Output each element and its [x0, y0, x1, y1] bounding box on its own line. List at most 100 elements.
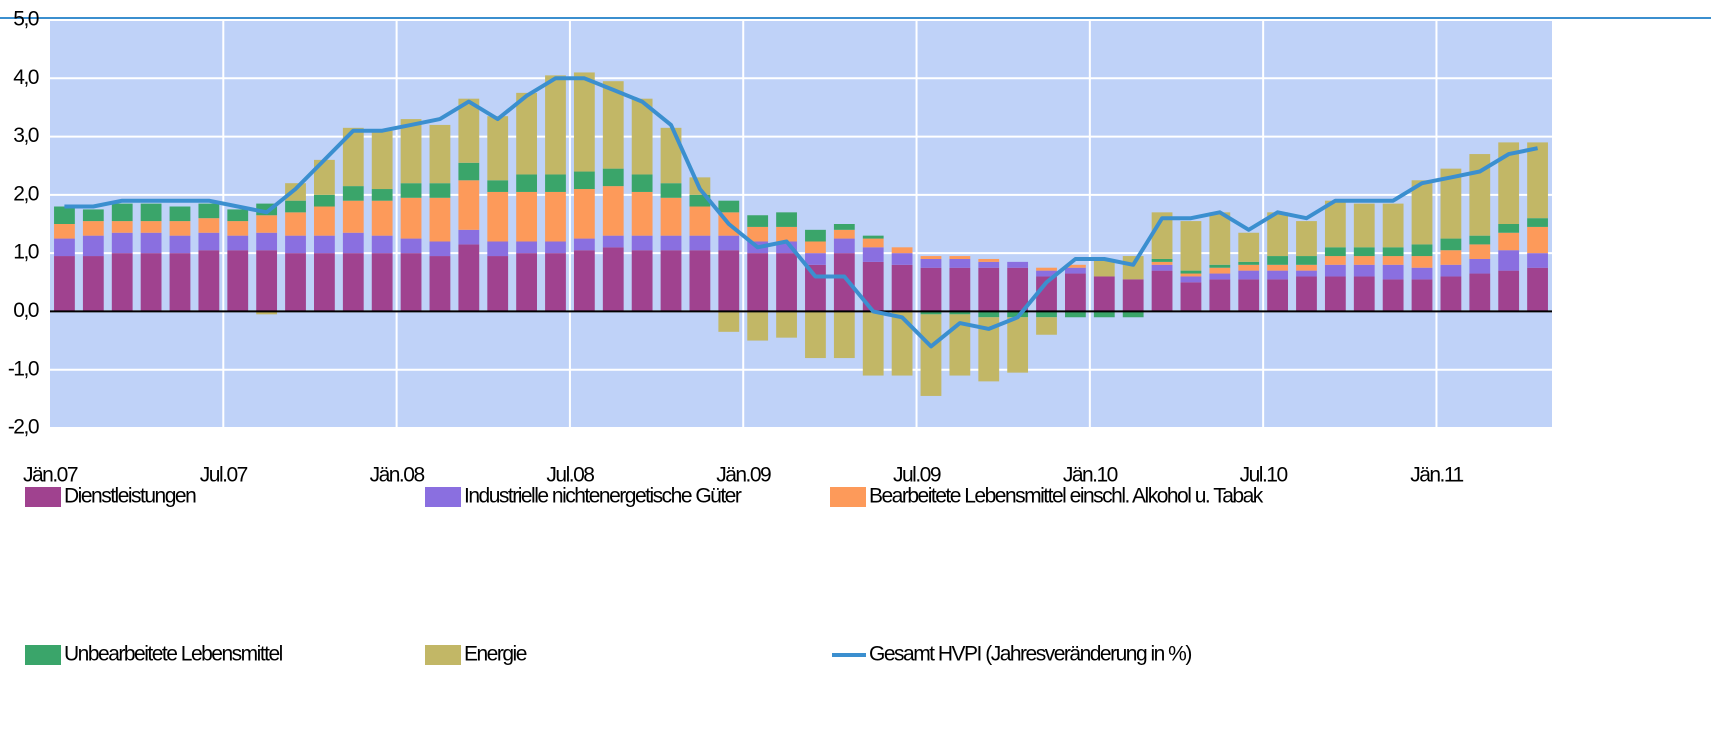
bar-segment [718, 311, 740, 332]
bar-segment [1296, 256, 1317, 265]
bar-segment [1411, 267, 1433, 280]
x-tick-label: Jul.09 [893, 464, 941, 487]
bar-segment [862, 235, 884, 239]
bar-segment [1209, 264, 1231, 268]
bar-segment [833, 238, 855, 254]
bar-segment [516, 241, 537, 254]
bar-segment [805, 241, 826, 254]
bar-segment [1440, 168, 1462, 239]
bar-segment [1007, 267, 1029, 312]
bar-segment [1122, 256, 1144, 280]
bar-segment [516, 253, 537, 312]
bar-segment [718, 235, 740, 251]
bar-segment [776, 212, 797, 227]
bar-segment [1469, 273, 1491, 312]
bar-segment [1353, 203, 1375, 248]
bar-segment [920, 314, 942, 396]
bar-segment [1209, 273, 1231, 280]
bar-segment [198, 218, 220, 233]
bar-segment [400, 253, 422, 312]
bar-segment [1324, 256, 1346, 265]
bar-segment [1440, 238, 1462, 251]
y-tick-label: 0,0 [13, 299, 39, 322]
bar-segment [631, 174, 653, 192]
bar-segment [747, 311, 769, 341]
bar-segment [1411, 180, 1433, 245]
bar-segment [949, 267, 971, 312]
legend-label: Industrielle nichtenergetische Güter [464, 485, 742, 508]
legend-label: Energie [464, 643, 527, 666]
bar-segment [314, 206, 335, 236]
bar-segment [545, 174, 566, 192]
bar-segment [429, 241, 451, 257]
bar-segment [1065, 273, 1086, 312]
bar-segment [1440, 264, 1462, 277]
bar-segment [805, 311, 826, 359]
y-tick-label: 4,0 [13, 66, 39, 89]
bar-segment [805, 264, 826, 312]
y-tick-label: 3,0 [13, 124, 39, 147]
bar-segment [285, 183, 306, 201]
bar-segment [1007, 261, 1029, 268]
bar-segment [400, 183, 422, 198]
bar-segment [1527, 253, 1548, 268]
bar-segment [285, 200, 306, 213]
bar-segment [718, 200, 740, 213]
bar-segment [573, 250, 595, 312]
bar-segment [1324, 200, 1346, 248]
bar-segment [371, 189, 393, 201]
bar-segment [833, 253, 855, 312]
bar-segment [718, 250, 740, 312]
bar-segment [1209, 212, 1231, 265]
bar-segment [429, 256, 451, 312]
bar-segment [805, 253, 826, 265]
bar-segment [169, 206, 191, 222]
bar-segment [833, 224, 855, 230]
bar-segment [1180, 282, 1202, 312]
bar-segment [1296, 221, 1317, 257]
bar-segment [1180, 273, 1202, 277]
bar-segment [169, 221, 191, 236]
bar-segment [978, 261, 1000, 268]
bar-segment [227, 221, 249, 236]
bar-segment [631, 191, 653, 236]
bar-segment [140, 221, 162, 233]
legend-label: Unbearbeitete Lebensmittel [64, 643, 283, 666]
bar-segment [1382, 247, 1404, 257]
bar-segment [429, 124, 451, 184]
legend-swatch [830, 487, 866, 507]
bar-segment [1267, 270, 1288, 280]
bar-segment [776, 241, 797, 254]
bar-segment [920, 267, 942, 312]
bar-segment [862, 238, 884, 248]
bar-segment [1382, 256, 1404, 265]
bar-segment [169, 235, 191, 254]
bar-segment [1036, 270, 1057, 277]
bar-segment [949, 258, 971, 268]
bar-segment [400, 197, 422, 239]
bar-segment [660, 127, 682, 184]
bar-segment [689, 250, 711, 312]
bar-segment [198, 203, 220, 219]
bar-segment [1411, 256, 1433, 268]
bar-segment [1238, 261, 1260, 265]
bar-segment [1180, 221, 1202, 271]
legend-label: Bearbeitete Lebensmittel einschl. Alkoho… [869, 485, 1264, 508]
legend-swatch [25, 645, 61, 665]
bar-segment [1238, 232, 1260, 262]
bar-segment [256, 215, 278, 233]
bar-segment [458, 244, 480, 312]
bar-segment [314, 253, 335, 312]
legend-swatch [25, 487, 61, 507]
bar-segment [487, 191, 509, 242]
bar-segment [198, 232, 220, 251]
bar-segment [458, 180, 480, 230]
bar-segment [458, 98, 480, 163]
bar-segment [54, 224, 75, 239]
bar-segment [631, 250, 653, 312]
bar-segment [400, 238, 422, 254]
bar-segment [429, 197, 451, 242]
bar-segment [342, 200, 364, 233]
bar-segment [545, 241, 566, 254]
bar-segment [1122, 311, 1144, 318]
